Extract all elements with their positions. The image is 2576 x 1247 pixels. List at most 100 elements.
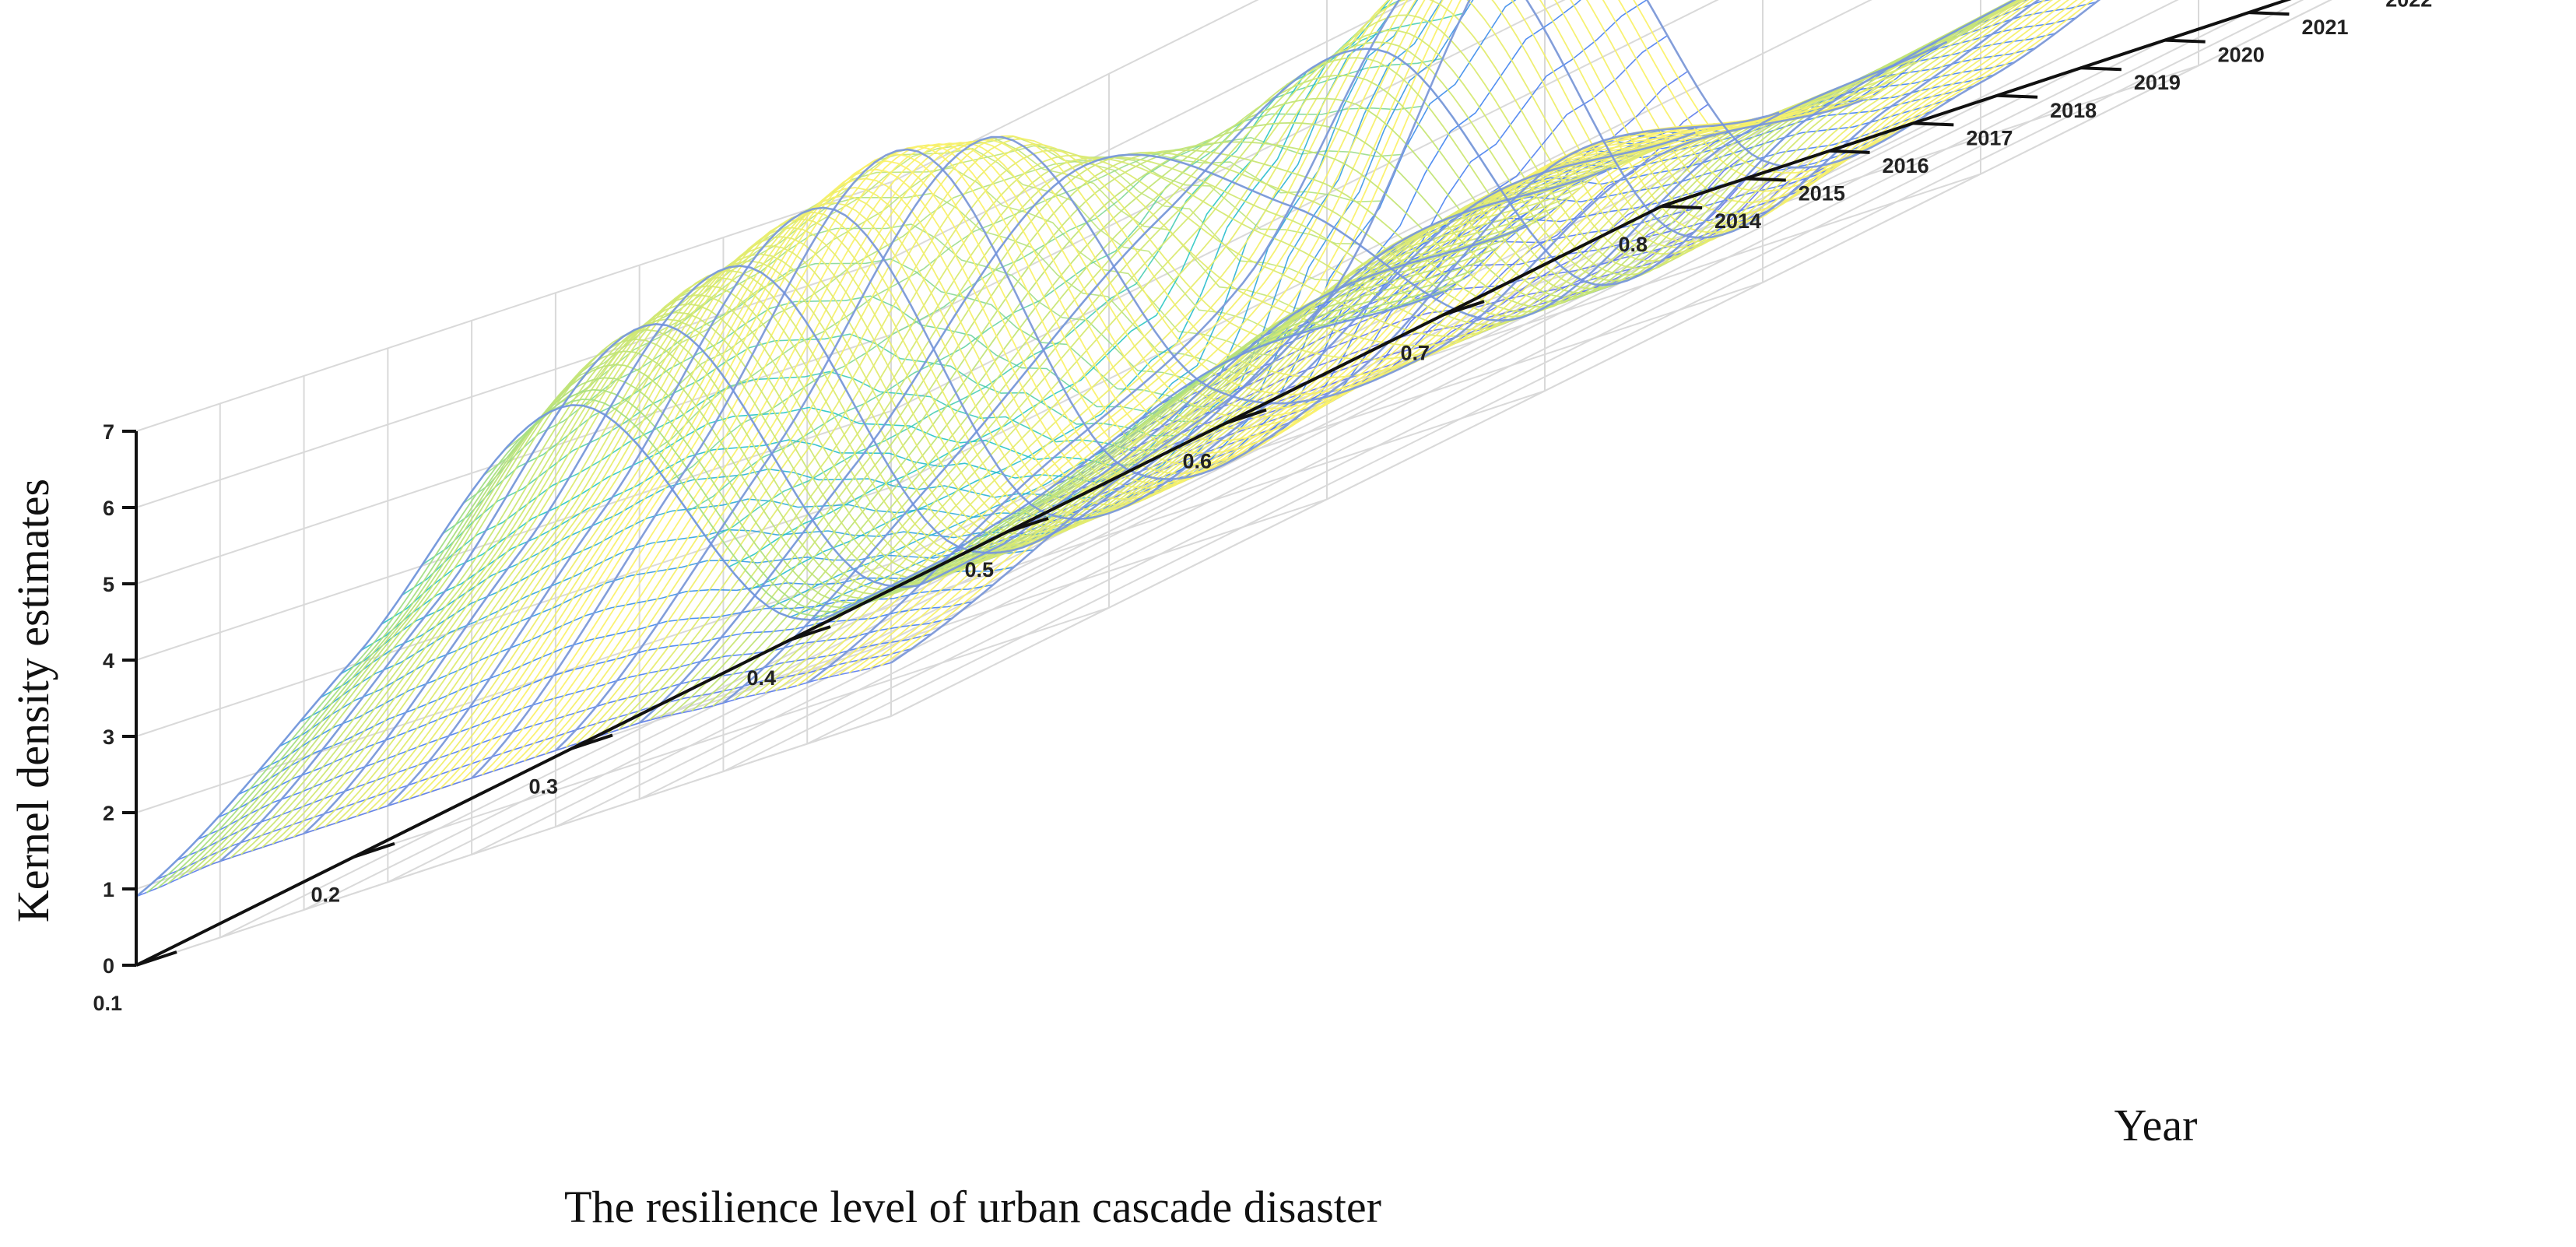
- surface-profile-line: [198, 238, 1507, 870]
- grid-line: [789, 390, 1546, 641]
- y-tick-mark: [1997, 93, 2038, 99]
- grid-line: [890, 0, 1872, 488]
- year-profile-2022: [806, 0, 2041, 684]
- tick-labels: 0.10.20.30.40.50.60.70.82014201520162017…: [93, 0, 2432, 1015]
- x-tick-mark: [1007, 516, 1049, 533]
- x-tick-label: 0.1: [93, 992, 122, 1015]
- y-tick-label: 2021: [2301, 16, 2348, 39]
- y-tick-label: 2015: [1799, 181, 1845, 205]
- x-tick-mark: [1443, 300, 1485, 317]
- z-tick-label: 6: [103, 497, 114, 520]
- surface-profile-line: [775, 0, 2026, 692]
- surface-profile-line: [565, 94, 1874, 748]
- surface-wireframe: [135, 0, 2101, 897]
- surface-profile-line: [764, 0, 2023, 694]
- surface-mesh-line: [135, 662, 892, 897]
- z-tick-label: 1: [103, 878, 114, 901]
- surface-profile-line: [597, 70, 1906, 738]
- surface-profile-line: [670, 23, 1979, 716]
- grid-line: [890, 0, 2026, 564]
- y-tick-label: 2017: [1966, 126, 2013, 149]
- surface-profile-line: [660, 30, 1968, 718]
- year-profile-2023: [890, 0, 2101, 664]
- grid-line: [890, 0, 1259, 183]
- surface-profile-line: [869, 0, 2086, 669]
- x-axis-label: The resilience level of urban cascade di…: [564, 1182, 1381, 1232]
- x-tick-mark: [135, 950, 177, 967]
- x-tick-mark: [1225, 408, 1267, 425]
- surface-profile-line: [712, 0, 2014, 707]
- z-tick-label: 5: [103, 573, 114, 596]
- surface-profile-line: [272, 187, 1581, 845]
- grid-line: [890, 0, 1719, 412]
- grid-line: [135, 715, 892, 966]
- grid-line: [571, 498, 1328, 750]
- y-tick-label: 2014: [1714, 209, 1761, 233]
- z-tick-label: 2: [103, 802, 114, 825]
- y-tick-label: 2019: [2134, 71, 2181, 94]
- year-profile-2020: [638, 40, 1948, 724]
- grid-line: [806, 0, 2304, 745]
- surface-profile-line: [251, 205, 1560, 852]
- surface-profile-line: [796, 0, 2034, 687]
- x-tick-mark: [789, 625, 831, 642]
- grid-line: [890, 0, 1566, 335]
- z-tick-label: 4: [103, 649, 114, 673]
- y-tick-mark: [1829, 149, 1870, 154]
- grid-line: [639, 39, 2166, 800]
- year-profile-2019: [554, 99, 1864, 752]
- axes: [122, 0, 2292, 967]
- y-tick-label: 2022: [2385, 0, 2432, 12]
- x-tick-mark: [353, 841, 395, 859]
- surface-profile-line: [261, 196, 1571, 848]
- surface-profile-line: [838, 0, 2062, 676]
- surface-profile-line: [848, 0, 2070, 674]
- surface-profile-line: [429, 121, 1738, 793]
- surface-mesh-line: [626, 153, 1382, 434]
- surface-profile-line: [785, 0, 2030, 690]
- surface-mesh-line: [1198, 97, 1954, 378]
- y-tick-mark: [1745, 177, 1786, 182]
- year-profile-2018: [471, 111, 1780, 779]
- grid-line: [353, 606, 1110, 858]
- surface-profile-line: [282, 178, 1591, 841]
- year-profile-2015: [219, 225, 1528, 862]
- surface-profile-line: [649, 37, 1958, 721]
- y-tick-mark: [2248, 11, 2290, 16]
- grid-line: [135, 181, 892, 432]
- y-axis-label: Year: [2114, 1100, 2198, 1150]
- x-tick-mark: [1661, 191, 1703, 208]
- y-axis-line: [1661, 0, 2292, 208]
- x-tick-label: 0.5: [964, 558, 994, 581]
- y-tick-mark: [2080, 66, 2122, 72]
- y-tick-label: 2020: [2218, 44, 2265, 67]
- surface-profile-line: [209, 230, 1518, 866]
- year-profile-2014: [135, 290, 1444, 897]
- grid-line: [555, 67, 2082, 828]
- y-tick-mark: [1913, 121, 1954, 127]
- z-tick-label: 3: [103, 725, 114, 749]
- x-tick-label: 0.7: [1400, 341, 1430, 364]
- surface-mesh-line: [1259, 61, 2015, 348]
- surface-profile-line: [314, 163, 1623, 831]
- year-profile-2021: [722, 0, 2016, 704]
- z-tick-label: 0: [103, 954, 114, 978]
- x-tick-label: 0.3: [528, 775, 558, 798]
- surface-profile-line: [817, 0, 2046, 680]
- surface-profile-line: [586, 79, 1895, 741]
- grid-line: [135, 487, 892, 737]
- grid-line: [135, 334, 892, 585]
- grid-line: [890, 0, 2332, 717]
- grid-lines: [135, 0, 2332, 966]
- y-tick-mark: [2164, 38, 2206, 44]
- x-axis-line: [135, 205, 1662, 967]
- x-tick-mark: [571, 733, 613, 750]
- grid-line: [890, 0, 2179, 641]
- x-tick-label: 0.2: [311, 883, 340, 907]
- x-tick-label: 0.4: [746, 666, 776, 690]
- grid-line: [722, 12, 2249, 773]
- y-tick-mark: [1661, 205, 1703, 209]
- surface-profile-line: [681, 16, 1990, 714]
- year-profile-2017: [387, 131, 1696, 807]
